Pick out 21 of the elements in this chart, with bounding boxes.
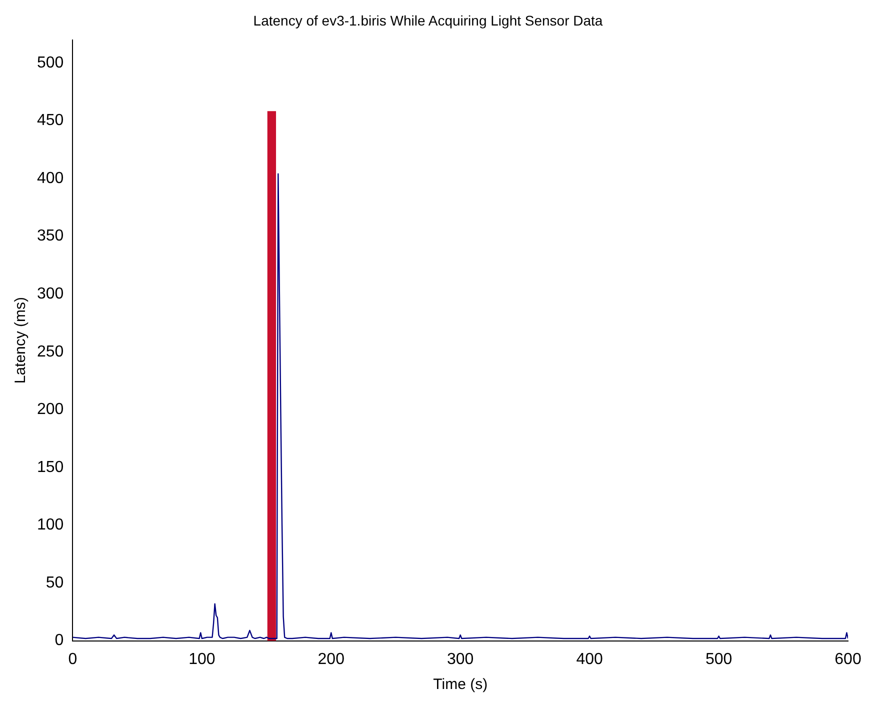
y-tick-label: 50 xyxy=(46,574,64,592)
x-tick-label: 200 xyxy=(318,650,345,668)
y-tick-label: 250 xyxy=(36,343,64,360)
chart-title: Latency of ev3-1.biris While Acquiring Light Sensor Data xyxy=(253,12,603,28)
y-tick-label: 450 xyxy=(36,112,64,130)
y-axis-title: Latency (ms) xyxy=(12,296,30,384)
x-tick-label: 0 xyxy=(68,650,78,668)
x-tick-label: 600 xyxy=(834,650,862,668)
y-tick-label: 350 xyxy=(36,228,64,245)
y-tick-label: 300 xyxy=(36,285,64,302)
y-tick-label: 100 xyxy=(36,516,64,534)
y-tick-label: 500 xyxy=(36,54,64,72)
x-tick-label: 100 xyxy=(188,650,216,668)
y-tick-label: 400 xyxy=(36,170,64,187)
x-axis-title: Time (s) xyxy=(433,676,488,694)
y-tick-label: 150 xyxy=(36,458,64,476)
x-tick-label: 300 xyxy=(446,650,474,668)
x-tick-label: 400 xyxy=(576,650,604,668)
x-tick-label: 500 xyxy=(705,650,732,668)
y-tick-label: 200 xyxy=(36,401,64,418)
y-tick-label: 0 xyxy=(54,632,64,650)
